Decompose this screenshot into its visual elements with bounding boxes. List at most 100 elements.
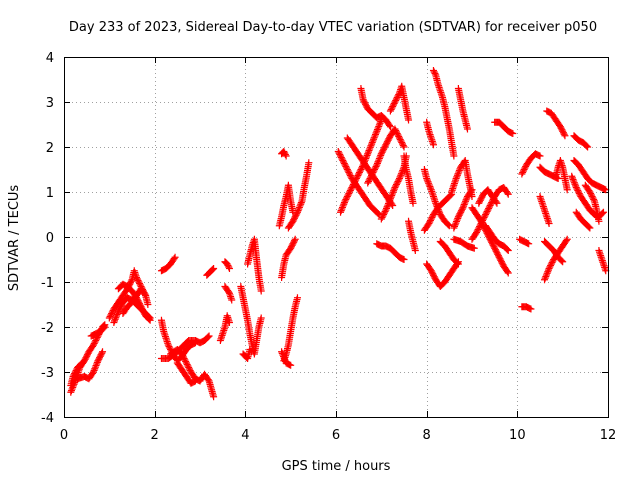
data-point [340, 199, 348, 207]
data-point [374, 210, 382, 218]
data-point [355, 169, 363, 176]
data-point [484, 206, 492, 214]
data-point [336, 151, 344, 158]
data-point [486, 202, 494, 209]
data-point [493, 249, 501, 257]
data-point [295, 205, 303, 213]
data-point [431, 70, 439, 77]
data-point [297, 199, 305, 207]
data-point [562, 237, 570, 245]
data-point [374, 158, 382, 166]
data-point [575, 190, 583, 197]
data-point [337, 154, 345, 161]
data-point [453, 259, 461, 267]
data-point [397, 171, 405, 179]
data-point [496, 255, 504, 263]
data-point [574, 187, 582, 194]
data-point [590, 196, 598, 203]
data-point [480, 214, 488, 221]
data-point [380, 211, 388, 218]
data-point [452, 219, 460, 227]
data-point [473, 229, 481, 236]
data-point [563, 235, 571, 243]
data-point [182, 359, 190, 367]
data-point [426, 218, 434, 226]
data-point [338, 155, 346, 163]
data-point [391, 125, 399, 133]
data-point [362, 102, 370, 110]
data-point [479, 215, 487, 223]
data-point [587, 191, 595, 199]
data-point [183, 361, 191, 368]
data-point [360, 97, 368, 105]
data-point [146, 316, 154, 324]
data-point [136, 300, 144, 308]
data-point [547, 260, 555, 268]
data-point [457, 208, 465, 216]
data-point [392, 128, 400, 136]
data-point [343, 193, 351, 200]
data-point [400, 256, 408, 263]
x-tick-label: 8 [423, 428, 431, 443]
data-point [595, 217, 603, 225]
data-point [280, 353, 288, 361]
data-point [520, 166, 528, 173]
data-point [225, 263, 233, 271]
data-point [432, 199, 440, 207]
data-point [491, 246, 499, 254]
data-point [395, 91, 403, 98]
data-point [287, 244, 295, 252]
data-point [366, 143, 374, 151]
data-point [463, 194, 471, 202]
y-tick-label: 1 [46, 186, 54, 201]
data-point [556, 123, 564, 131]
data-point [385, 135, 393, 143]
data-point [185, 365, 193, 373]
data-point [454, 214, 462, 222]
data-point [291, 235, 299, 243]
data-point [369, 169, 377, 176]
data-point [453, 173, 461, 181]
data-point [425, 179, 433, 187]
data-point [423, 176, 431, 184]
data-point [204, 376, 212, 384]
data-point [445, 222, 453, 230]
data-point [371, 164, 379, 172]
data-point [179, 352, 187, 359]
data-point [373, 127, 381, 135]
data-point [543, 269, 551, 277]
data-point [395, 175, 403, 182]
data-point [392, 181, 400, 188]
data-point [478, 218, 486, 226]
data-point [341, 161, 349, 169]
data-point [101, 323, 109, 331]
data-point [346, 188, 354, 196]
data-point [586, 224, 594, 232]
data-point [504, 247, 512, 254]
data-point [559, 127, 567, 135]
data-point [428, 268, 436, 276]
y-tick-label: -4 [41, 411, 54, 426]
data-point [92, 337, 100, 344]
data-point [546, 263, 554, 271]
data-point [385, 121, 393, 129]
data-point [343, 164, 351, 172]
data-point [182, 358, 190, 365]
data-point [126, 279, 134, 287]
data-point [78, 359, 86, 367]
data-point [112, 312, 120, 320]
data-point [504, 190, 512, 198]
data-point [570, 179, 578, 187]
data-point [380, 209, 388, 217]
data-point [454, 260, 462, 268]
data-point [405, 116, 413, 124]
data-point [364, 179, 372, 187]
data-point [346, 187, 354, 194]
data-point [337, 208, 345, 216]
data-point [180, 355, 188, 362]
data-point [493, 199, 501, 207]
data-point [348, 184, 356, 191]
data-point [138, 304, 146, 312]
data-point [379, 147, 387, 155]
